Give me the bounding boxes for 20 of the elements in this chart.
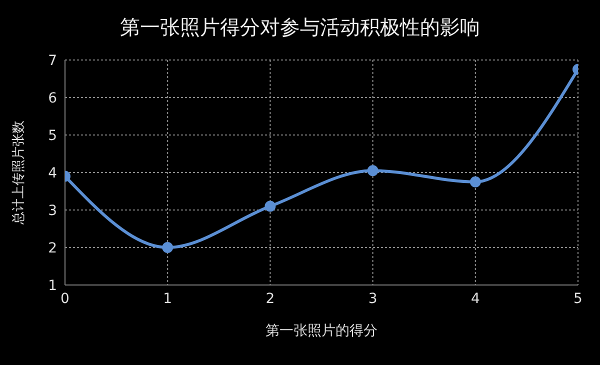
point xyxy=(162,242,174,253)
y-tick-label: 3 xyxy=(48,202,57,219)
y-tick-label: 1 xyxy=(48,278,57,294)
point xyxy=(470,176,481,188)
y-axis-title: 总计上传照片张数 xyxy=(12,120,27,226)
chart-title: 第一张照片得分对参与活动积极性的影响 xyxy=(119,14,481,41)
x-tick-label: 0 xyxy=(60,290,70,307)
x-tick-label: 3 xyxy=(368,290,378,307)
y-tick-label: 4 xyxy=(48,165,58,182)
x-tick-label: 1 xyxy=(163,290,172,307)
point xyxy=(264,200,276,212)
x-tick-label: 4 xyxy=(470,290,480,307)
y-tick-label: 6 xyxy=(48,90,58,106)
y-tick-label: 7 xyxy=(48,52,57,69)
point xyxy=(367,165,378,176)
x-axis-title: 第一张照片的得分 xyxy=(266,323,378,339)
x-tick-label: 2 xyxy=(266,290,275,307)
x-tick-label: 5 xyxy=(574,290,582,307)
y-tick-label: 5 xyxy=(48,128,57,144)
y-tick-label: 2 xyxy=(48,240,57,256)
